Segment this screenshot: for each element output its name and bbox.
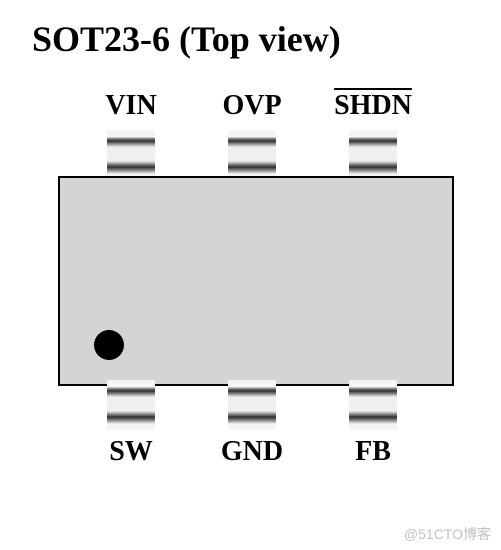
pin-gnd [228, 380, 276, 430]
pin-label-shdn: SHDN [334, 90, 412, 122]
pin-label-fb: FB [355, 436, 391, 468]
pin-fb [349, 380, 397, 430]
pin-sw [107, 380, 155, 430]
pin-label-ovp: OVP [222, 90, 281, 122]
pin-label-sw: SW [109, 436, 153, 468]
pin-vin [107, 130, 155, 180]
pin-label-gnd: GND [221, 436, 283, 468]
pin-label-vin: VIN [105, 90, 156, 122]
diagram-title: SOT23-6 (Top view) [32, 18, 341, 60]
pin-ovp [228, 130, 276, 180]
pin-shdn [349, 130, 397, 180]
watermark-text: @51CTO博客 [404, 524, 491, 544]
chip-body [58, 176, 454, 386]
pin1-marker-dot [94, 330, 124, 360]
